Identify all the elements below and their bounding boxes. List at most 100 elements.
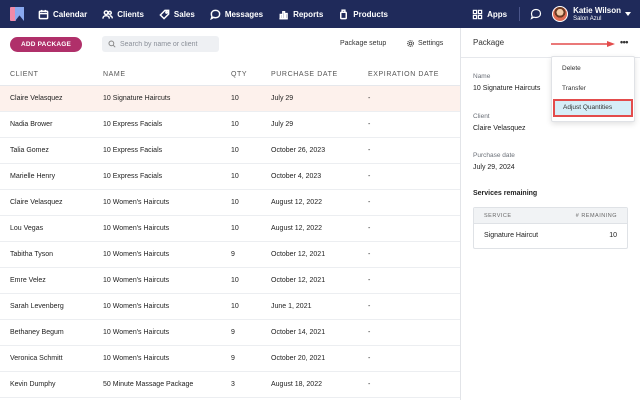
table-row[interactable]: Marielle Henry 10 Express Facials 10 Octobe… — [0, 164, 460, 190]
service-name: Signature Haircut — [484, 232, 539, 239]
cell-qty: 10 — [231, 225, 239, 232]
services-header-remaining: # REMAINING — [575, 213, 617, 219]
cell-name: 10 Express Facials — [103, 147, 163, 154]
cell-client: Emre Velez — [10, 277, 46, 284]
more-options-menu: Delete Transfer Adjust Quantities — [551, 56, 635, 122]
top-nav: Calendar Clients Sales Messages Reports … — [0, 0, 640, 28]
cell-expiration-date: - — [368, 303, 371, 310]
cell-qty: 10 — [231, 277, 239, 284]
client-value[interactable]: Claire Velasquez — [473, 125, 526, 132]
header-purchase-date[interactable]: PURCHASE DATE — [271, 71, 338, 78]
client-label: Client — [473, 113, 490, 120]
cell-expiration-date: - — [368, 381, 371, 388]
cell-client: Nadia Brower — [10, 121, 53, 128]
table-row[interactable]: Lou Vegas 10 Women's Haircuts 10 August 12,… — [0, 216, 460, 242]
nav-separator — [519, 7, 521, 21]
nav-products-label: Products — [353, 9, 388, 19]
cell-purchase-date: October 14, 2021 — [271, 329, 326, 336]
header-qty[interactable]: QTY — [231, 71, 248, 78]
nav-messages[interactable]: Messages — [209, 0, 264, 28]
table-row[interactable]: Claire Velasquez 10 Women's Haircuts 10 Aug… — [0, 190, 460, 216]
cell-purchase-date: October 12, 2021 — [271, 251, 326, 258]
nav-reports[interactable]: Reports — [278, 0, 323, 28]
cell-expiration-date: - — [368, 277, 371, 284]
cell-purchase-date: July 29 — [271, 95, 294, 102]
cell-client: Veronica Schmitt — [10, 355, 63, 362]
package-setup-link[interactable]: Package setup — [340, 40, 387, 47]
nav-reports-label: Reports — [293, 9, 324, 19]
chat-icon[interactable] — [530, 8, 542, 20]
nav-calendar-label: Calendar — [53, 9, 88, 19]
nav-apps-label: Apps — [487, 9, 508, 19]
header-name[interactable]: NAME — [103, 71, 126, 78]
cell-expiration-date: - — [368, 173, 371, 180]
nav-clients[interactable]: Clients — [102, 0, 144, 28]
table-row[interactable]: Bethaney Begum 10 Women's Haircuts 9 Octobe… — [0, 320, 460, 346]
cell-qty: 10 — [231, 95, 239, 102]
nav-calendar[interactable]: Calendar — [38, 0, 87, 28]
cell-expiration-date: - — [368, 251, 371, 258]
cell-qty: 10 — [231, 303, 239, 310]
nav-messages-label: Messages — [224, 9, 264, 19]
cell-client: Bethaney Begum — [10, 329, 64, 336]
cell-client: Marielle Henry — [10, 173, 56, 180]
search-input[interactable] — [120, 40, 215, 48]
services-remaining-title: Services remaining — [473, 190, 538, 197]
service-remaining-count: 10 — [609, 232, 617, 239]
table-row[interactable]: Sarah Levenberg 10 Women's Haircuts 10 June… — [0, 294, 460, 320]
table-row[interactable]: Claire Velasquez 10 Signature Haircuts 10 J… — [0, 86, 460, 112]
tag-icon — [159, 9, 170, 20]
table-row[interactable]: Kevin Dumphy 50 Minute Massage Package 3 Au… — [0, 372, 460, 398]
table-row[interactable]: Emre Velez 10 Women's Haircuts 10 October 1… — [0, 268, 460, 294]
cell-name: 10 Women's Haircuts — [103, 199, 170, 206]
menu-item-delete[interactable]: Delete — [562, 65, 581, 72]
nav-clients-label: Clients — [117, 9, 144, 19]
table-row[interactable]: Nadia Brower 10 Express Facials 10 July 29 - — [0, 112, 460, 138]
avatar[interactable] — [552, 6, 569, 22]
cell-client: Lou Vegas — [10, 225, 44, 232]
cell-purchase-date: October 12, 2021 — [271, 277, 326, 284]
nav-products[interactable]: Products — [338, 0, 388, 28]
search-box[interactable] — [102, 36, 219, 52]
table-body: Claire Velasquez 10 Signature Haircuts 10 J… — [0, 86, 460, 398]
menu-item-adjust-quantities[interactable]: Adjust Quantities — [553, 99, 633, 117]
menu-item-transfer[interactable]: Transfer — [562, 85, 586, 92]
panel-divider — [460, 28, 461, 400]
chevron-down-icon[interactable] — [625, 12, 631, 16]
nav-apps[interactable]: Apps — [472, 9, 507, 20]
more-options-button[interactable]: ••• — [620, 37, 628, 47]
cell-client: Talia Gomez — [10, 147, 49, 154]
cell-expiration-date: - — [368, 95, 371, 102]
user-name: Katie Wilson — [573, 5, 621, 15]
cell-name: 10 Women's Haircuts — [103, 303, 170, 310]
cell-qty: 9 — [231, 329, 235, 336]
table-row[interactable]: Veronica Schmitt 10 Women's Haircuts 9 Octo… — [0, 346, 460, 372]
cell-purchase-date: August 12, 2022 — [271, 225, 322, 232]
messages-icon — [209, 9, 221, 20]
cell-qty: 10 — [231, 147, 239, 154]
table-row[interactable]: Talia Gomez 10 Express Facials 10 October 2… — [0, 138, 460, 164]
user-menu[interactable]: Katie Wilson Salon Azul — [573, 5, 621, 22]
cell-qty: 10 — [231, 173, 239, 180]
header-expiration-date[interactable]: EXPIRATION DATE — [368, 71, 439, 78]
cell-qty: 3 — [231, 381, 235, 388]
packages-table: CLIENT NAME QTY PURCHASE DATE EXPIRATION… — [0, 62, 460, 398]
cell-qty: 10 — [231, 199, 239, 206]
name-label: Name — [473, 73, 491, 80]
table-row[interactable]: Tabitha Tyson 10 Women's Haircuts 9 October… — [0, 242, 460, 268]
cell-purchase-date: October 26, 2023 — [271, 147, 326, 154]
cell-purchase-date: August 12, 2022 — [271, 199, 322, 206]
apps-grid-icon — [472, 9, 483, 19]
services-table-header: SERVICE # REMAINING — [474, 208, 627, 224]
header-client[interactable]: CLIENT — [10, 71, 39, 78]
panel-header: Package ••• — [461, 28, 640, 58]
settings-button[interactable]: Settings — [406, 39, 443, 48]
cell-client: Tabitha Tyson — [10, 251, 54, 258]
nav-sales[interactable]: Sales — [159, 0, 195, 28]
app-logo-icon[interactable] — [10, 7, 24, 21]
calendar-icon — [38, 9, 49, 19]
cell-client: Claire Velasquez — [10, 95, 63, 102]
add-package-button[interactable]: ADD PACKAGE — [10, 37, 82, 52]
name-value: 10 Signature Haircuts — [473, 85, 541, 92]
cell-purchase-date: October 4, 2023 — [271, 173, 322, 180]
